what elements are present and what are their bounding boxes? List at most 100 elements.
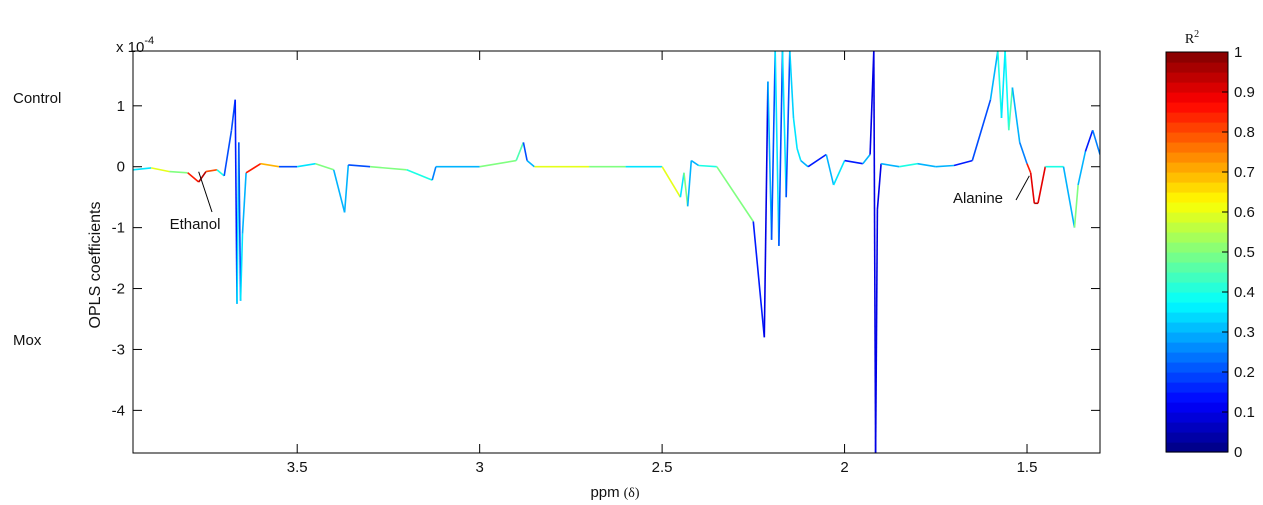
series-segment	[763, 81, 769, 338]
colorbar-tick-label: 0.6	[1234, 204, 1255, 221]
series-segment	[1029, 172, 1036, 204]
series-segment	[1037, 166, 1047, 204]
colorbar-swatch	[1166, 242, 1228, 253]
y-tick-label: -2	[112, 281, 125, 298]
series-segment	[807, 153, 827, 168]
series-segment	[1084, 129, 1094, 152]
series-segment	[297, 162, 316, 168]
colorbar-swatch	[1166, 392, 1228, 403]
colorbar-swatch	[1166, 262, 1228, 273]
series-segment	[1062, 166, 1076, 228]
series-segment	[343, 164, 350, 213]
series-segment	[479, 159, 517, 168]
y-tick-label: -3	[112, 341, 125, 358]
series-segment	[223, 130, 233, 177]
series-segment	[260, 162, 280, 168]
colorbar-swatch	[1166, 82, 1228, 93]
colorbar-swatch	[1166, 372, 1228, 383]
colorbar-tick-label: 0.3	[1234, 324, 1255, 341]
series-segment	[774, 51, 780, 246]
series-segment	[789, 51, 795, 119]
series-segment	[935, 164, 955, 168]
colorbar-tick-label: 0.5	[1234, 244, 1255, 261]
series-segment	[133, 167, 152, 171]
series-segment	[862, 154, 871, 165]
series-segment	[187, 172, 200, 183]
colorbar-swatch	[1166, 382, 1228, 393]
colorbar: R2 1 0.9 0.8 0.7 0.6 0.5 0.4 0.3 0.2 0.1 0	[1165, 29, 1255, 461]
series-segment	[778, 51, 784, 246]
series-segment	[1018, 142, 1028, 164]
colorbar-swatch	[1166, 252, 1228, 263]
colorbar-swatch	[1166, 152, 1228, 163]
series-segment	[785, 51, 791, 198]
colorbar-swatch	[1166, 182, 1228, 193]
series-segment	[800, 159, 809, 168]
colorbar-swatch	[1166, 292, 1228, 303]
series-segment	[370, 165, 407, 171]
x-tick-label: 3	[475, 459, 483, 476]
colorbar-swatch	[1166, 72, 1228, 83]
colorbar-swatch	[1166, 92, 1228, 103]
series-segment	[245, 163, 262, 174]
series-segment	[844, 159, 863, 165]
series-segment	[716, 166, 754, 222]
colorbar-tick-label: 0.7	[1234, 164, 1255, 181]
series-segment	[825, 154, 835, 186]
series-segment	[238, 142, 242, 301]
colorbar-swatch	[1166, 202, 1228, 213]
group-label-mox: Mox	[13, 332, 42, 349]
colorbar-swatch	[1166, 132, 1228, 143]
plot-axes: 3.5 3 2.5 2 1.5 1 0 -1 -2 -3 -4	[112, 50, 1101, 476]
series-segment	[1073, 184, 1079, 228]
series-segment	[1000, 51, 1006, 119]
x-tick-label: 2	[840, 459, 848, 476]
colorbar-swatch	[1166, 162, 1228, 173]
x-tick-label: 1.5	[1017, 459, 1038, 476]
series-segment	[315, 162, 334, 171]
series-segment	[686, 160, 693, 207]
group-label-control: Control	[13, 90, 61, 107]
series-segment	[770, 51, 776, 240]
series-segment	[792, 117, 798, 149]
series-segment	[1077, 151, 1087, 186]
colorbar-swatch	[1166, 302, 1228, 313]
series-segment	[997, 51, 1003, 119]
series-segment	[216, 169, 225, 177]
colorbar-swatch	[1166, 222, 1228, 233]
colorbar-tick-label: 0	[1234, 444, 1242, 461]
colorbar-swatch	[1166, 142, 1228, 153]
colorbar-swatch	[1166, 212, 1228, 223]
annotation-leader	[198, 171, 213, 213]
series-segment	[690, 159, 700, 167]
series-segment	[876, 163, 882, 210]
colorbar-swatch	[1166, 442, 1228, 453]
series-segment	[971, 99, 992, 161]
colorbar-title: R2	[1185, 29, 1199, 47]
series-segment	[832, 160, 846, 186]
series-segment	[796, 148, 802, 161]
series-segment	[348, 164, 371, 168]
series-segment	[679, 172, 685, 198]
series-segment	[151, 167, 170, 173]
y-tick-label: 0	[117, 159, 125, 176]
y-tick-label: -4	[112, 402, 125, 419]
colorbar-swatch	[1166, 102, 1228, 113]
x-axis-label: ppm (δ)	[590, 484, 639, 500]
series-segment	[1011, 87, 1021, 143]
colorbar-swatch	[1166, 122, 1228, 133]
colorbar-tick-label: 0.2	[1234, 364, 1255, 381]
colorbar-swatch	[1166, 312, 1228, 323]
y-axis-label: OPLS coefficients	[87, 202, 104, 329]
annotation-label: Ethanol	[170, 216, 221, 233]
colorbar-tick-label: 0.4	[1234, 284, 1255, 301]
series-segment	[169, 170, 188, 174]
series-segment	[989, 51, 999, 100]
series-segment	[1091, 129, 1100, 155]
series-segment	[522, 142, 528, 161]
series-segment	[406, 169, 433, 181]
series-segment	[752, 221, 766, 338]
colorbar-swatch	[1166, 232, 1228, 243]
